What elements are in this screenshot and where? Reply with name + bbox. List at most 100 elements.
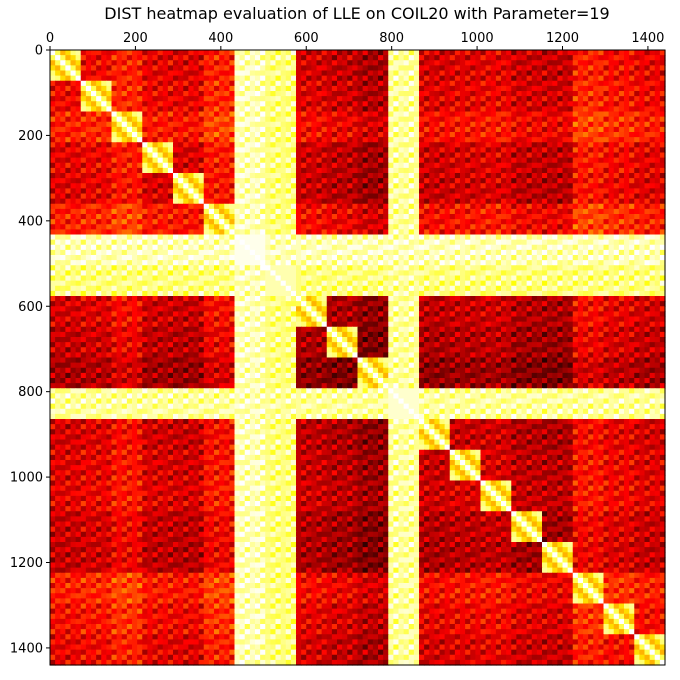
heatmap-cell — [91, 162, 97, 169]
heatmap-cell — [429, 239, 435, 246]
heatmap-cell — [234, 147, 241, 154]
heatmap-cell — [629, 106, 635, 113]
heatmap-cell — [347, 91, 353, 97]
heatmap-cell — [629, 198, 635, 205]
heatmap-cell — [521, 214, 528, 220]
heatmap-cell — [654, 244, 661, 251]
heatmap-cell — [183, 142, 189, 148]
heatmap-cell — [495, 147, 502, 154]
heatmap-cell — [137, 239, 143, 246]
heatmap-cell — [306, 255, 312, 261]
heatmap-cell — [506, 152, 512, 159]
heatmap-cell — [536, 132, 543, 138]
heatmap-cell — [260, 121, 266, 128]
heatmap-cell — [75, 101, 82, 107]
heatmap-cell — [347, 60, 353, 66]
heatmap-cell — [224, 132, 230, 138]
heatmap-cell — [290, 255, 297, 261]
heatmap-cell — [208, 157, 215, 164]
heatmap-cell — [562, 249, 569, 256]
heatmap-cell — [521, 219, 528, 225]
heatmap-cell — [654, 91, 661, 97]
heatmap-cell — [316, 106, 323, 113]
heatmap-cell — [152, 234, 159, 241]
heatmap-cell — [511, 173, 517, 179]
heatmap-cell — [214, 193, 220, 200]
heatmap-cell — [475, 70, 482, 77]
heatmap-cell — [142, 116, 148, 123]
heatmap-cell — [260, 111, 266, 118]
heatmap-cell — [275, 121, 282, 128]
heatmap-cell — [501, 85, 507, 92]
heatmap-cell — [96, 244, 102, 251]
heatmap-cell — [50, 219, 56, 225]
heatmap-cell — [603, 183, 610, 189]
heatmap-cell — [419, 91, 425, 97]
heatmap-cell — [296, 219, 302, 225]
heatmap-cell — [147, 239, 154, 246]
heatmap-cell — [265, 162, 271, 169]
heatmap-cell — [301, 214, 307, 220]
heatmap-cell — [270, 255, 277, 261]
heatmap-cell — [547, 152, 553, 159]
heatmap-cell — [50, 80, 56, 87]
heatmap-cell — [562, 167, 569, 174]
heatmap-cell — [572, 193, 579, 200]
heatmap-cell — [121, 50, 128, 56]
heatmap-cell — [567, 85, 574, 92]
heatmap-cell — [378, 65, 384, 72]
heatmap-cell — [342, 60, 348, 66]
heatmap-cell — [173, 162, 179, 169]
heatmap-cell — [157, 219, 164, 225]
heatmap-cell — [214, 91, 220, 97]
heatmap-cell — [60, 60, 66, 66]
heatmap-cell — [490, 96, 497, 102]
heatmap-cell — [388, 147, 394, 154]
heatmap-cell — [85, 137, 92, 143]
heatmap-cell — [244, 106, 251, 113]
heatmap-cell — [106, 203, 113, 210]
heatmap-cell — [598, 219, 605, 225]
heatmap-cell — [501, 157, 507, 164]
heatmap-cell — [331, 234, 338, 241]
heatmap-cell — [649, 244, 656, 251]
heatmap-cell — [531, 224, 538, 230]
heatmap-cell — [80, 126, 87, 133]
heatmap-cell — [501, 137, 507, 143]
heatmap-cell — [429, 224, 435, 230]
heatmap-cell — [132, 147, 138, 154]
heatmap-cell — [511, 106, 517, 113]
heatmap-cell — [536, 167, 543, 174]
heatmap-cell — [485, 91, 492, 97]
heatmap-cell — [198, 214, 205, 220]
heatmap-cell — [372, 193, 379, 200]
heatmap-cell — [229, 111, 236, 118]
heatmap-cell — [654, 111, 661, 118]
heatmap-cell — [557, 121, 564, 128]
heatmap-cell — [506, 244, 512, 251]
heatmap-cell — [173, 203, 179, 210]
heatmap-cell — [193, 167, 200, 174]
heatmap-cell — [301, 244, 307, 251]
heatmap-cell — [521, 75, 528, 82]
heatmap-cell — [91, 60, 97, 66]
heatmap-cell — [101, 208, 107, 215]
heatmap-cell — [126, 152, 133, 159]
heatmap-cell — [301, 173, 307, 179]
heatmap-cell — [419, 126, 425, 133]
heatmap-cell — [429, 50, 435, 56]
heatmap-cell — [495, 203, 502, 210]
heatmap-cell — [454, 229, 461, 236]
heatmap-cell — [490, 121, 497, 128]
heatmap-cell — [70, 91, 77, 97]
heatmap-cell — [111, 126, 118, 133]
heatmap-cell — [208, 132, 215, 138]
heatmap-cell — [214, 162, 220, 169]
heatmap-cell — [316, 91, 323, 97]
heatmap-cell — [659, 111, 666, 118]
heatmap-cell — [280, 70, 287, 77]
heatmap-cell — [547, 101, 553, 107]
heatmap-cell — [60, 239, 66, 246]
heatmap-cell — [439, 249, 446, 256]
heatmap-cell — [398, 234, 405, 241]
